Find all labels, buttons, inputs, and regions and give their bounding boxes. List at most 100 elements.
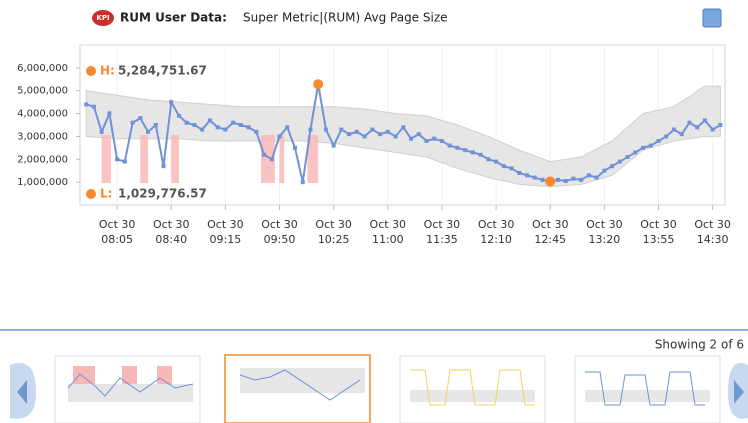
data-point: [308, 127, 313, 132]
data-point: [300, 180, 305, 185]
data-point: [671, 127, 676, 132]
data-point: [285, 125, 290, 130]
high-marker: [313, 79, 324, 90]
data-point: [84, 102, 89, 107]
x-tick-time: 13:55: [643, 233, 675, 246]
data-point: [695, 125, 700, 130]
x-tick-time: 11:35: [426, 233, 458, 246]
high-value: 5,284,751.67: [118, 64, 207, 78]
x-tick-time: 14:30: [697, 233, 729, 246]
data-point: [385, 129, 390, 134]
data-point: [641, 145, 646, 150]
kpi-icon: [92, 10, 114, 26]
data-point: [687, 120, 692, 125]
data-point: [532, 175, 537, 180]
y-tick-label: 4,000,000: [17, 109, 68, 120]
expand-button[interactable]: [702, 8, 722, 28]
data-point: [610, 164, 615, 169]
data-point: [138, 116, 143, 121]
data-point: [130, 120, 135, 125]
anomaly: [279, 135, 285, 183]
data-point: [594, 175, 599, 180]
header-label: RUM User Data:: [120, 11, 227, 25]
data-point: [447, 143, 452, 148]
data-point: [362, 134, 367, 139]
data-point: [192, 123, 197, 127]
y-tick-label: 3,000,000: [17, 131, 68, 142]
data-point: [153, 123, 158, 127]
next-arrow: [734, 380, 744, 404]
data-point: [586, 173, 591, 178]
data-point: [579, 177, 584, 182]
data-point: [354, 129, 359, 134]
data-point: [231, 120, 236, 125]
anomaly: [140, 135, 149, 183]
thumbnail-selected[interactable]: [224, 354, 371, 423]
data-point: [563, 179, 568, 183]
prev-arrow: [17, 380, 27, 404]
anomaly: [260, 135, 275, 183]
y-tick-label: 2,000,000: [17, 154, 68, 165]
data-point: [107, 111, 112, 116]
x-tick-time: 12:45: [534, 233, 566, 246]
x-tick-time: 12:10: [480, 233, 512, 246]
data-point: [718, 123, 723, 127]
carousel-status: Showing 2 of 6: [655, 338, 744, 352]
thumbnail[interactable]: [574, 355, 721, 423]
data-point: [293, 145, 297, 150]
data-point: [207, 118, 212, 123]
data-point: [648, 143, 653, 148]
data-point: [525, 173, 530, 178]
x-tick-time: 09:50: [264, 233, 296, 246]
data-point: [401, 125, 406, 130]
data-point: [262, 152, 267, 157]
data-point: [161, 164, 166, 169]
low-value: 1,029,776.57: [118, 187, 207, 201]
data-point: [633, 150, 638, 155]
data-point: [176, 113, 181, 118]
data-point: [409, 136, 414, 141]
data-point: [370, 127, 375, 132]
x-tick-date: Oct 30: [478, 218, 515, 231]
data-point: [517, 171, 522, 175]
y-tick-label: 5,000,000: [17, 86, 68, 97]
data-point: [223, 127, 228, 132]
data-point: [656, 139, 661, 143]
x-tick-date: Oct 30: [153, 218, 190, 231]
data-point: [509, 166, 514, 171]
data-point: [432, 136, 437, 141]
kpi-icon-text: KPI: [96, 14, 109, 22]
data-point: [470, 150, 475, 155]
high-label: H:: [100, 64, 115, 78]
data-point: [617, 159, 622, 164]
data-point: [215, 125, 220, 130]
data-point: [571, 176, 576, 181]
data-point: [91, 104, 96, 109]
thumbnail[interactable]: [54, 355, 201, 423]
x-tick-date: Oct 30: [586, 218, 623, 231]
data-point: [378, 132, 383, 137]
x-tick-date: Oct 30: [99, 218, 136, 231]
data-point: [122, 159, 127, 164]
low-label: L:: [100, 187, 112, 201]
data-point: [393, 134, 398, 139]
data-point: [416, 132, 421, 137]
data-point: [710, 127, 715, 132]
data-point: [540, 177, 545, 182]
x-tick-date: Oct 30: [640, 218, 677, 231]
data-point: [555, 177, 560, 182]
x-tick-time: 10:25: [318, 233, 350, 246]
anomaly: [307, 135, 319, 183]
thumbnail[interactable]: [399, 355, 546, 423]
x-tick-time: 08:05: [101, 233, 133, 246]
data-point: [269, 157, 274, 162]
data-point: [625, 155, 630, 159]
anomaly: [101, 135, 111, 183]
header-metric: Super Metric|(RUM) Avg Page Size: [243, 11, 448, 25]
data-point: [331, 143, 336, 148]
data-point: [238, 123, 243, 127]
data-point: [439, 139, 444, 143]
data-point: [99, 129, 104, 134]
data-point: [424, 139, 429, 143]
